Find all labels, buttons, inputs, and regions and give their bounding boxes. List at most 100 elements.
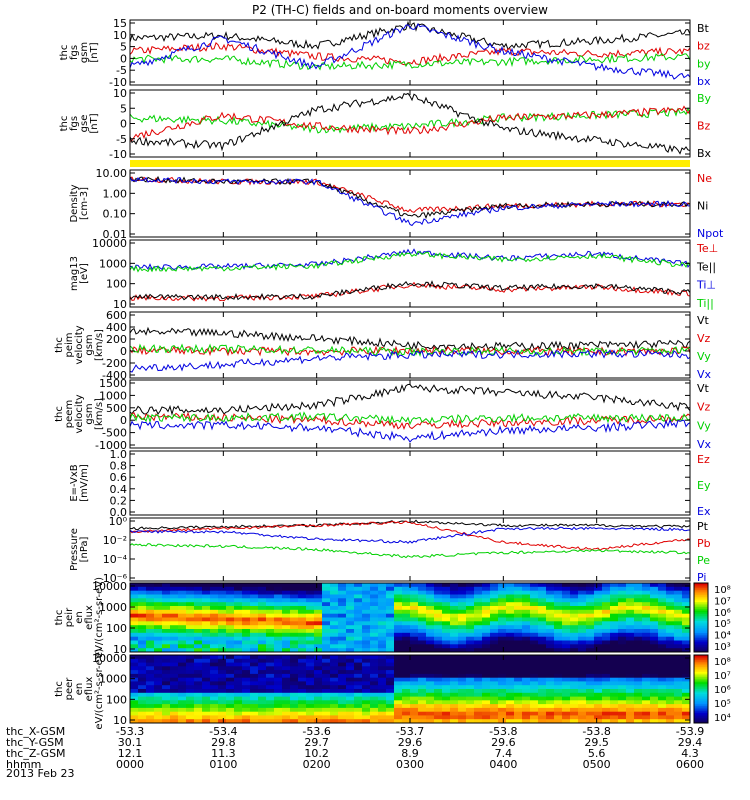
spectrogram-cell — [426, 658, 435, 664]
y-tick-label: 1000 — [99, 601, 127, 614]
spectrogram-cell — [458, 629, 467, 634]
spectrogram-cell — [650, 685, 659, 690]
spectrogram-cell — [306, 609, 315, 615]
spectrogram-cell — [130, 636, 139, 641]
spectrogram-cell — [490, 658, 499, 664]
spectrogram-cell — [554, 666, 563, 671]
spectrogram-cell — [394, 715, 403, 720]
y-tick-label: 1.00 — [103, 187, 128, 200]
spectrogram-cell — [458, 700, 467, 705]
spectrogram-cell — [386, 704, 395, 709]
spectrogram-cell — [178, 609, 187, 615]
legend-Ti⊥: Ti⊥ — [696, 279, 716, 292]
colorbar-step — [694, 685, 708, 688]
spectrogram-cell — [594, 606, 603, 611]
spectrogram-cell — [218, 613, 227, 618]
spectrogram-cell — [642, 700, 651, 705]
colorbar-step — [694, 658, 708, 661]
spectrogram-cell — [618, 629, 627, 634]
spectrogram-cell — [666, 662, 675, 667]
spectrogram-cell — [362, 655, 371, 660]
spectrogram-cell — [314, 658, 323, 664]
spectrogram-cell — [410, 719, 419, 724]
spectrogram-cell — [194, 685, 203, 690]
spectrogram-cell — [210, 719, 219, 724]
spectrogram-cell — [362, 640, 371, 645]
spectrogram-cell — [666, 594, 675, 599]
spectrogram-cell — [530, 666, 539, 671]
spectrogram-cell — [210, 670, 219, 675]
spectrogram-cell — [482, 673, 491, 679]
spectrogram-cell — [570, 715, 579, 720]
spectrogram-cell — [322, 689, 331, 694]
spectrogram-cell — [306, 586, 315, 592]
spectrogram-cell — [210, 590, 219, 595]
spectrogram-cell — [154, 625, 163, 630]
spectrogram-cell — [610, 629, 619, 634]
spectrogram-cell — [274, 707, 283, 713]
spectrogram-cell — [626, 673, 635, 679]
spectrogram-cell — [434, 583, 443, 588]
spectrogram-cell — [578, 586, 587, 592]
spectrogram-cell — [298, 648, 307, 653]
spectrogram-cell — [530, 655, 539, 660]
spectrogram-cell — [522, 636, 531, 641]
spectrogram-cell — [354, 613, 363, 618]
spectrogram-cell — [186, 606, 195, 611]
spectrogram-cell — [482, 640, 491, 645]
spectrogram-cell — [266, 692, 275, 698]
colorbar-step — [694, 638, 708, 641]
spectrogram-cell — [466, 629, 475, 634]
spectrogram-cell — [506, 640, 515, 645]
spectrogram-cell — [402, 594, 411, 599]
spectrogram-cell — [522, 609, 531, 615]
spectrogram-cell — [130, 648, 139, 653]
spectrogram-cell — [234, 655, 243, 660]
spectrogram-cell — [554, 632, 563, 638]
spectrogram-cell — [474, 632, 483, 638]
spectrogram-cell — [266, 640, 275, 645]
spectrogram-cell — [130, 715, 139, 720]
spectrogram-cell — [306, 613, 315, 618]
spectrogram-cell — [330, 594, 339, 599]
spectrogram-cell — [482, 644, 491, 649]
spectrogram-cell — [370, 629, 379, 634]
spectrogram-cell — [210, 602, 219, 607]
spectrogram-cell — [618, 670, 627, 675]
spectrogram-cell — [498, 636, 507, 641]
spectrogram-cell — [154, 658, 163, 664]
spectrogram-cell — [602, 670, 611, 675]
spectrogram-cell — [434, 662, 443, 667]
spectrogram-cell — [530, 632, 539, 638]
spectrogram-cell — [618, 658, 627, 664]
spectrogram-cell — [186, 625, 195, 630]
spectrogram-cell — [186, 704, 195, 709]
spectrogram-cell — [538, 700, 547, 705]
x-row-value: 4.3 — [681, 747, 699, 760]
spectrogram-cell — [674, 644, 683, 649]
spectrogram-cell — [354, 606, 363, 611]
spectrogram-cell — [666, 700, 675, 705]
spectrogram-cell — [506, 655, 515, 660]
spectrogram-cell — [226, 655, 235, 660]
spectrogram-cell — [594, 704, 603, 709]
spectrogram-cell — [258, 704, 267, 709]
spectrogram-cell — [594, 598, 603, 603]
spectrogram-cell — [378, 715, 387, 720]
spectrogram-cell — [218, 666, 227, 671]
spectrogram-cell — [498, 617, 507, 622]
y-tick-label: 0.01 — [103, 228, 128, 241]
spectrogram-cell — [274, 602, 283, 607]
spectrogram-cell — [290, 598, 299, 603]
spectrogram-cell — [282, 606, 291, 611]
spectrogram-cell — [530, 602, 539, 607]
spectrogram-cell — [234, 602, 243, 607]
y-axis-label-part: eV/(cm²-s-sr-eV) — [94, 648, 105, 729]
colorbar-step — [694, 605, 708, 608]
spectrogram-cell — [290, 670, 299, 675]
spectrogram-cell — [602, 609, 611, 615]
spectrogram-cell — [666, 590, 675, 595]
spectrogram-cell — [474, 666, 483, 671]
spectrogram-cell — [514, 711, 523, 716]
